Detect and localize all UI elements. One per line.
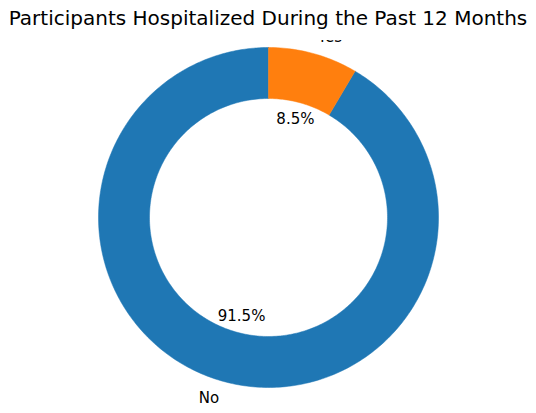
svg-text:91.5%: 91.5% xyxy=(218,307,266,325)
svg-text:Yes: Yes xyxy=(317,40,342,46)
html-text:Participants Hospitalized Duri: Participants Hospitalized During the Pas… xyxy=(8,6,528,30)
svg-text:8.5%: 8.5% xyxy=(276,110,314,128)
svg-text:No: No xyxy=(199,389,219,407)
